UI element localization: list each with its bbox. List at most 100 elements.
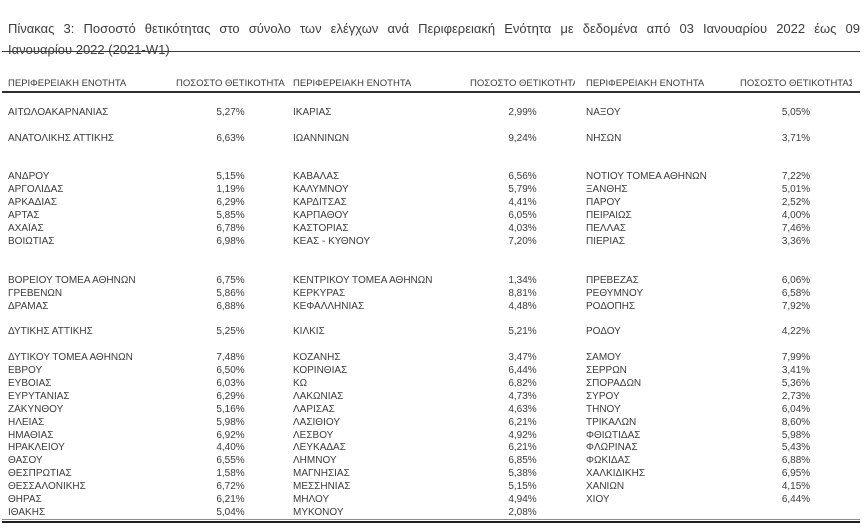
positivity-value: 6,44% bbox=[508, 365, 537, 377]
region-name: ΦΘΙΩΤΙΔΑΣ bbox=[586, 429, 641, 441]
region-name: ΝΑΞΟΥ bbox=[586, 107, 621, 118]
positivity-value: 4,03% bbox=[508, 223, 537, 235]
positivity-value: 6,85% bbox=[508, 455, 537, 467]
region-name bbox=[8, 339, 176, 352]
positivity-value: 6,72% bbox=[216, 481, 245, 493]
region-name: ΚΑΣΤΟΡΙΑΣ bbox=[293, 223, 349, 235]
region-name: ΚΩ bbox=[293, 377, 308, 389]
positivity-value: 5,01% bbox=[781, 184, 811, 196]
region-name bbox=[8, 146, 176, 159]
region-name: ΑΝΔΡΟΥ bbox=[8, 171, 50, 183]
region-name: ΜΑΓΝΗΣΙΑΣ bbox=[293, 468, 350, 480]
region-name: ΔΥΤΙΚΗΣ ΑΤΤΙΚΗΣ bbox=[8, 326, 93, 338]
table-row: ΑΡΓΟΛΙΔΑΣ 1,19% ΚΑΛΥΜΝΟΥ 5,79% ΞΑΝΘΗΣ 5,01% bbox=[8, 184, 852, 197]
region-name: ΤΡΙΚΑΛΩΝ bbox=[586, 416, 637, 428]
positivity-value bbox=[176, 146, 285, 159]
region-name: ΧΑΝΙΩΝ bbox=[586, 481, 625, 493]
table-row bbox=[8, 313, 852, 326]
table-row: ΔΥΤΙΚΗΣ ΑΤΤΙΚΗΣ 5,25% ΚΙΛΚΙΣ 5,21% ΡΟΔΟΥ 4,22… bbox=[8, 326, 852, 339]
region-name: ΦΩΚΙΔΑΣ bbox=[586, 455, 631, 467]
caption-line-2: Ιανουαρίου 2022 (2021-W1) bbox=[8, 42, 170, 57]
positivity-value: 1,34% bbox=[508, 274, 537, 286]
positivity-value: 6,92% bbox=[216, 429, 245, 441]
region-name: ΣΑΜΟΥ bbox=[586, 352, 622, 364]
region-name: ΡΟΔΟΥ bbox=[586, 326, 621, 338]
region-name bbox=[8, 249, 176, 262]
region-name: ΚΙΛΚΙΣ bbox=[293, 326, 325, 338]
positivity-value bbox=[740, 313, 852, 326]
positivity-value: 6,75% bbox=[216, 274, 245, 286]
caption-line-1: Πίνακας 3: Ποσοστό θετικότητας στο σύνολ… bbox=[8, 21, 860, 36]
positivity-value bbox=[470, 249, 575, 262]
region-name: ΒΟΡΕΙΟΥ ΤΟΜΕΑ ΑΘΗΝΩΝ bbox=[8, 274, 136, 286]
table-row bbox=[8, 262, 852, 275]
region-name: ΚΑΒΑΛΑΣ bbox=[293, 171, 340, 183]
positivity-value: 3,41% bbox=[781, 365, 811, 377]
header-positivity-1: ΠΟΣΟΣΤΟ ΘΕΤΙΚΟΤΗΤΑΣ bbox=[176, 78, 285, 89]
positivity-value: 5,15% bbox=[508, 481, 537, 493]
region-name bbox=[8, 262, 176, 275]
positivity-value: 6,88% bbox=[216, 300, 245, 312]
positivity-value: 6,63% bbox=[216, 132, 245, 144]
table-row: ΔΥΤΙΚΟΥ ΤΟΜΕΑ ΑΘΗΝΩΝ 7,48% ΚΟΖΑΝΗΣ 3,47% ΣΑΜ… bbox=[8, 352, 852, 365]
region-name: ΠΡΕΒΕΖΑΣ bbox=[586, 274, 639, 286]
region-name: ΛΕΣΒΟΥ bbox=[293, 429, 334, 441]
region-name: ΠΕΛΛΑΣ bbox=[586, 223, 627, 235]
positivity-value: 5,79% bbox=[508, 184, 537, 196]
positivity-value bbox=[470, 339, 575, 352]
positivity-table: ΠΕΡΙΦΕΡΕΙΑΚΗ ΕΝΟΤΗΤΑ ΠΟΣΟΣΤΟ ΘΕΤΙΚΟΤΗΤΑΣ… bbox=[8, 77, 852, 520]
region-name: ΘΑΣΟΥ bbox=[8, 455, 43, 467]
region-name: ΘΕΣΣΑΛΟΝΙΚΗΣ bbox=[8, 481, 86, 493]
positivity-value: 6,21% bbox=[508, 442, 537, 454]
positivity-value bbox=[740, 249, 852, 262]
positivity-value bbox=[470, 313, 575, 326]
spacer-row bbox=[8, 91, 852, 107]
region-name: ΚΑΡΠΑΘΟΥ bbox=[293, 210, 349, 222]
region-name: ΚΕΦΑΛΛΗΝΙΑΣ bbox=[293, 300, 365, 312]
positivity-value: 6,88% bbox=[781, 455, 811, 467]
positivity-value: 2,99% bbox=[508, 107, 537, 118]
region-name: ΞΑΝΘΗΣ bbox=[586, 184, 628, 196]
bottom-rule-thin bbox=[2, 519, 860, 520]
table-caption: Πίνακας 3: Ποσοστό θετικότητας στο σύνολ… bbox=[8, 18, 860, 60]
region-name bbox=[575, 313, 740, 326]
table-row: ΒΟΡΕΙΟΥ ΤΟΜΕΑ ΑΘΗΝΩΝ 6,75% ΚΕΝΤΡΙΚΟΥ ΤΟΜΕΑ… bbox=[8, 275, 852, 288]
region-name bbox=[575, 262, 740, 275]
region-name: ΛΗΜΝΟΥ bbox=[293, 455, 337, 467]
positivity-value: 5,15% bbox=[216, 171, 245, 183]
header-region-1: ΠΕΡΙΦΕΡΕΙΑΚΗ ΕΝΟΤΗΤΑ bbox=[8, 78, 127, 89]
region-name: ΔΡΑΜΑΣ bbox=[8, 300, 49, 312]
table-row: ΑΡΚΑΔΙΑΣ 6,29% ΚΑΡΔΙΤΣΑΣ 4,41% ΠΑΡΟΥ 2,52% bbox=[8, 197, 852, 210]
positivity-value: 5,16% bbox=[216, 403, 245, 415]
region-name: ΝΗΣΩΝ bbox=[586, 132, 622, 144]
region-name bbox=[575, 146, 740, 159]
region-name: ΤΗΝΟΥ bbox=[586, 403, 621, 415]
table-row: ΕΥΒΟΙΑΣ 6,03% ΚΩ 6,82% ΣΠΟΡΑΔΩΝ 5,36% bbox=[8, 378, 852, 391]
region-name bbox=[8, 313, 176, 326]
positivity-value: 4,22% bbox=[781, 326, 811, 338]
positivity-value: 4,15% bbox=[781, 481, 811, 493]
region-name bbox=[575, 120, 740, 133]
positivity-value: 6,55% bbox=[216, 455, 245, 467]
table-row bbox=[8, 120, 852, 133]
positivity-value: 6,82% bbox=[508, 377, 537, 389]
positivity-value: 4,92% bbox=[508, 429, 537, 441]
table-row: ΓΡΕΒΕΝΩΝ 5,86% ΚΕΡΚΥΡΑΣ 8,81% ΡΕΘΥΜΝΟΥ 6,58% bbox=[8, 288, 852, 301]
region-name: ΧΑΛΚΙΔΙΚΗΣ bbox=[586, 468, 645, 480]
positivity-value: 4,48% bbox=[508, 300, 537, 312]
region-name: ΘΕΣΠΡΩΤΙΑΣ bbox=[8, 468, 72, 480]
positivity-value bbox=[740, 146, 852, 159]
positivity-value: 6,04% bbox=[781, 403, 811, 415]
positivity-value: 7,46% bbox=[781, 223, 811, 235]
region-name bbox=[285, 339, 470, 352]
positivity-value: 6,21% bbox=[216, 494, 245, 506]
positivity-value: 5,38% bbox=[508, 468, 537, 480]
header-region-3: ΠΕΡΙΦΕΡΕΙΑΚΗ ΕΝΟΤΗΤΑ bbox=[586, 78, 705, 89]
region-name: ΜΥΚΟΝΟΥ bbox=[293, 506, 344, 518]
positivity-value bbox=[176, 262, 285, 275]
positivity-value bbox=[470, 120, 575, 133]
region-name: ΣΕΡΡΩΝ bbox=[586, 365, 627, 377]
positivity-value: 5,36% bbox=[781, 377, 811, 389]
region-name: ΒΟΙΩΤΙΑΣ bbox=[8, 236, 55, 248]
region-name: ΕΒΡΟΥ bbox=[8, 365, 43, 377]
